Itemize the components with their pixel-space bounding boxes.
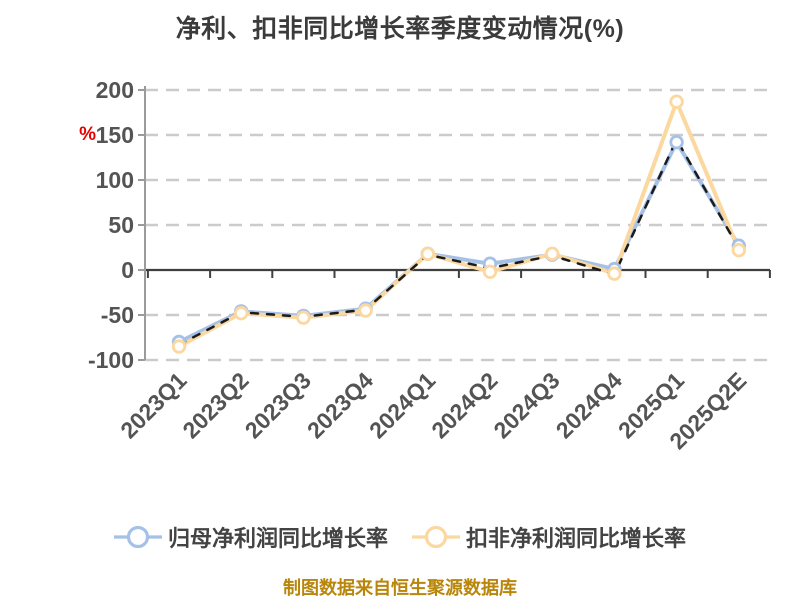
data-point-marker: [296, 310, 311, 325]
data-point-marker: [607, 266, 622, 281]
data-point-marker: [669, 134, 684, 150]
data-point-marker: [171, 339, 187, 354]
data-point-marker: [731, 242, 747, 258]
data-source-note: 制图数据来自恒生聚源数据库: [283, 578, 517, 598]
chart-legend: 归母净利润同比增长率 扣非净利润同比增长率: [0, 521, 800, 553]
data-point-marker: [669, 94, 684, 109]
x-tick-label: 2024Q3: [488, 367, 564, 443]
x-tick-label: 2024Q1: [364, 367, 440, 443]
legend-item-parent-net-profit: 归母净利润同比增长率: [113, 521, 388, 553]
x-tick-label: 2024Q4: [551, 367, 627, 443]
data-point-marker: [482, 264, 498, 280]
y-tick-label: 0: [121, 257, 134, 283]
data-point-marker: [358, 303, 373, 318]
legend-label-parent-net-profit: 归母净利润同比增长率: [167, 526, 388, 551]
y-tick-label: -100: [88, 347, 134, 373]
x-tick-label: 2023Q4: [302, 367, 378, 443]
chart-title: 净利、扣非同比增长率季度变动情况(%): [175, 15, 625, 43]
y-tick-label: -50: [101, 302, 134, 328]
y-axis-unit-label: %: [79, 124, 96, 145]
legend-item-non-gaap: 扣非净利润同比增长率: [412, 521, 686, 553]
series-line-dashed-black: [177, 138, 741, 346]
blue-line-marker-icon: [113, 525, 162, 549]
x-tick-label: 2024Q2: [426, 367, 502, 443]
data-point-marker: [545, 246, 560, 262]
data-point-marker: [233, 306, 249, 321]
y-tick-label: 200: [96, 77, 134, 103]
legend-circle: [126, 525, 150, 549]
x-tick-label: 2023Q2: [177, 367, 253, 443]
y-tick-label: 100: [96, 167, 134, 193]
legend-label-non-gaap: 扣非净利润同比增长率: [466, 526, 687, 551]
x-tick-label: 2023Q1: [115, 367, 191, 443]
orange-line-marker-icon: [412, 525, 460, 549]
y-tick-label: 150: [96, 122, 134, 148]
data-point-marker: [420, 246, 436, 262]
y-tick-label: 50: [108, 212, 134, 238]
x-tick-label: 2023Q3: [240, 367, 316, 443]
series-line-parent-net-profit: [177, 140, 741, 344]
legend-circle: [424, 525, 448, 549]
